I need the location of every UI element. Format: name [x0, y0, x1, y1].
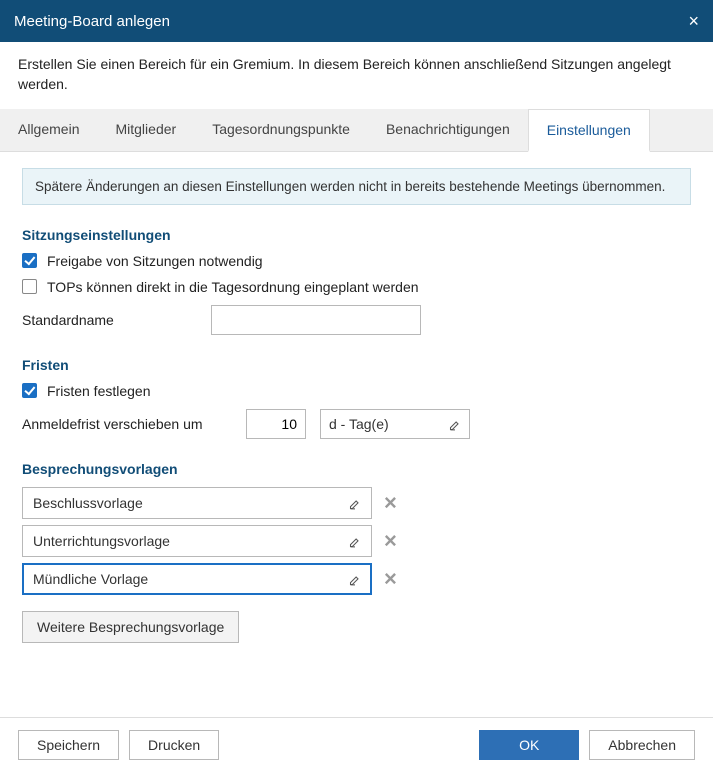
title-bar: Meeting-Board anlegen ×: [0, 0, 713, 42]
cancel-button[interactable]: Abbrechen: [589, 730, 695, 760]
pencil-icon: [349, 573, 361, 585]
section-title-session: Sitzungseinstellungen: [22, 227, 691, 243]
checkbox-tops-label: TOPs können direkt in die Tagesordnung e…: [47, 279, 419, 295]
ok-button[interactable]: OK: [479, 730, 579, 760]
remove-template-1-icon[interactable]: ×: [384, 530, 397, 552]
save-button[interactable]: Speichern: [18, 730, 119, 760]
add-template-button[interactable]: Weitere Besprechungsvorlage: [22, 611, 239, 643]
close-icon[interactable]: ×: [688, 12, 699, 30]
shift-label: Anmeldefrist verschieben um: [22, 416, 232, 432]
template-row-0: Beschlussvorlage ×: [22, 487, 691, 519]
template-value-2: Mündliche Vorlage: [33, 571, 148, 587]
print-button[interactable]: Drucken: [129, 730, 219, 760]
checkbox-approval[interactable]: [22, 253, 37, 268]
remove-template-0-icon[interactable]: ×: [384, 492, 397, 514]
checkbox-row-deadlines[interactable]: Fristen festlegen: [22, 383, 691, 399]
tab-benachrichtigungen[interactable]: Benachrichtigungen: [368, 109, 528, 151]
shift-unit-select[interactable]: d - Tag(e): [320, 409, 470, 439]
pencil-icon: [349, 535, 361, 547]
pencil-icon: [449, 418, 461, 430]
template-input-2[interactable]: Mündliche Vorlage: [22, 563, 372, 595]
dialog-description: Erstellen Sie einen Bereich für ein Grem…: [0, 42, 713, 109]
checkbox-tops[interactable]: [22, 279, 37, 294]
tab-einstellungen[interactable]: Einstellungen: [528, 109, 650, 152]
dialog-title: Meeting-Board anlegen: [14, 13, 170, 30]
footer-left: Speichern Drucken: [18, 730, 219, 760]
checkbox-row-approval[interactable]: Freigabe von Sitzungen notwendig: [22, 253, 691, 269]
checkbox-approval-label: Freigabe von Sitzungen notwendig: [47, 253, 263, 269]
tab-mitglieder[interactable]: Mitglieder: [97, 109, 194, 151]
dialog-footer: Speichern Drucken OK Abbrechen: [0, 717, 713, 772]
template-row-1: Unterrichtungsvorlage ×: [22, 525, 691, 557]
template-row-2: Mündliche Vorlage ×: [22, 563, 691, 595]
defaultname-label: Standardname: [22, 312, 197, 328]
template-value-0: Beschlussvorlage: [33, 495, 143, 511]
checkbox-deadlines-label: Fristen festlegen: [47, 383, 151, 399]
template-input-0[interactable]: Beschlussvorlage: [22, 487, 372, 519]
section-title-deadlines: Fristen: [22, 357, 691, 373]
field-row-defaultname: Standardname: [22, 305, 691, 335]
shift-value-input[interactable]: [246, 409, 306, 439]
defaultname-input[interactable]: [211, 305, 421, 335]
template-input-1[interactable]: Unterrichtungsvorlage: [22, 525, 372, 557]
checkbox-deadlines[interactable]: [22, 383, 37, 398]
tab-allgemein[interactable]: Allgemein: [0, 109, 97, 151]
template-value-1: Unterrichtungsvorlage: [33, 533, 170, 549]
footer-right: OK Abbrechen: [479, 730, 695, 760]
section-title-templates: Besprechungsvorlagen: [22, 461, 691, 477]
remove-template-2-icon[interactable]: ×: [384, 568, 397, 590]
field-row-shift: Anmeldefrist verschieben um d - Tag(e): [22, 409, 691, 439]
pencil-icon: [349, 497, 361, 509]
checkbox-row-tops[interactable]: TOPs können direkt in die Tagesordnung e…: [22, 279, 691, 295]
tab-bar: Allgemein Mitglieder Tagesordnungspunkte…: [0, 109, 713, 152]
shift-unit-value: d - Tag(e): [329, 416, 389, 432]
settings-panel: Spätere Änderungen an diesen Einstellung…: [0, 152, 713, 653]
tab-tagesordnungspunkte[interactable]: Tagesordnungspunkte: [194, 109, 368, 151]
info-banner: Spätere Änderungen an diesen Einstellung…: [22, 168, 691, 205]
